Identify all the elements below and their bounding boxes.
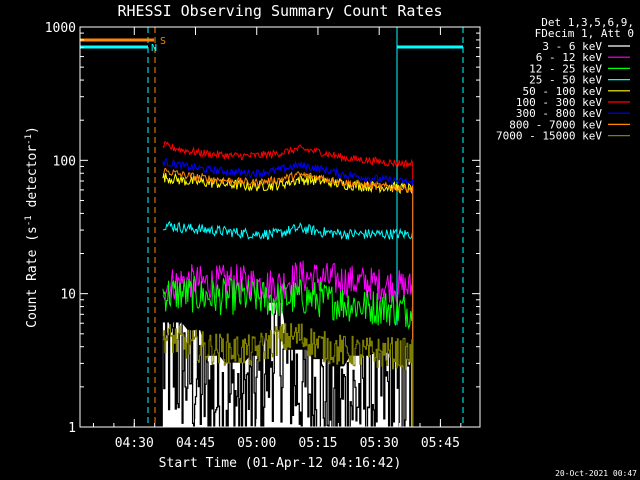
y-axis-label-mid: detector [25,145,40,216]
series-line-12-25-kev [162,276,414,427]
timestamp: 20-Oct-2021 00:47 [555,469,637,478]
flag-n-label: N [151,43,157,54]
x-tick-label: 05:45 [421,436,460,451]
y-tick-label: 1000 [45,21,76,36]
y-tick-label: 10 [60,288,76,303]
x-axis-label: Start Time (01-Apr-12 04:16:42) [159,456,402,471]
x-axis: 04:30 04:45 05:00 05:15 05:30 05:45 [92,27,462,451]
legend-header-1: Det 1,3,5,6,9, [541,16,634,29]
legend-item-label: 50 - 100 keV [523,85,603,98]
data-layer: SN [80,27,464,428]
legend-item-label: 100 - 300 keV [516,96,602,109]
series-line-6-12-kev [162,260,414,427]
legend-item-label: 3 - 6 keV [542,40,602,53]
series-line-25-50-kev [162,220,414,427]
y-axis-label-main: Count Rate (s [25,226,40,328]
series-line-7000-15000-kev [162,323,414,427]
x-tick-label: 05:00 [237,436,276,451]
y-axis-label-end: ) [25,126,40,134]
legend-item-label: 6 - 12 keV [536,51,603,64]
x-tick-label: 04:30 [115,436,154,451]
low-energy-background [162,302,413,427]
x-tick-label: 04:45 [176,436,215,451]
series-line-800-7000-kev [162,168,414,427]
chart-title: RHESSI Observing Summary Count Rates [117,2,442,20]
y-axis-label: Count Rate (s-1 detector-1) [24,126,40,328]
plot-frame [79,26,481,428]
legend-item-label: 12 - 25 keV [529,62,602,75]
y-axis-label-sup1: -1 [24,215,34,226]
legend: Det 1,3,5,6,9, FDecim 1, Att 0 3 - 6 keV… [496,16,634,143]
legend-item-label: 7000 - 15000 keV [496,130,602,143]
y-axis: 1 10 100 1000 [45,21,480,436]
series-line-100-300-kev [162,140,414,427]
legend-item-label: 300 - 800 keV [516,107,602,120]
y-tick-label: 1 [68,421,76,436]
y-axis-label-sup2: -1 [24,134,34,145]
y-tick-label: 100 [53,154,76,169]
x-tick-label: 05:30 [360,436,399,451]
series-line-300-800-kev [162,158,414,427]
flag-s-label: S [160,36,166,47]
x-tick-label: 05:15 [298,436,337,451]
legend-item-label: 800 - 7000 keV [509,118,602,131]
legend-item-label: 25 - 50 keV [529,74,602,87]
legend-header-2: FDecim 1, Att 0 [535,27,634,40]
